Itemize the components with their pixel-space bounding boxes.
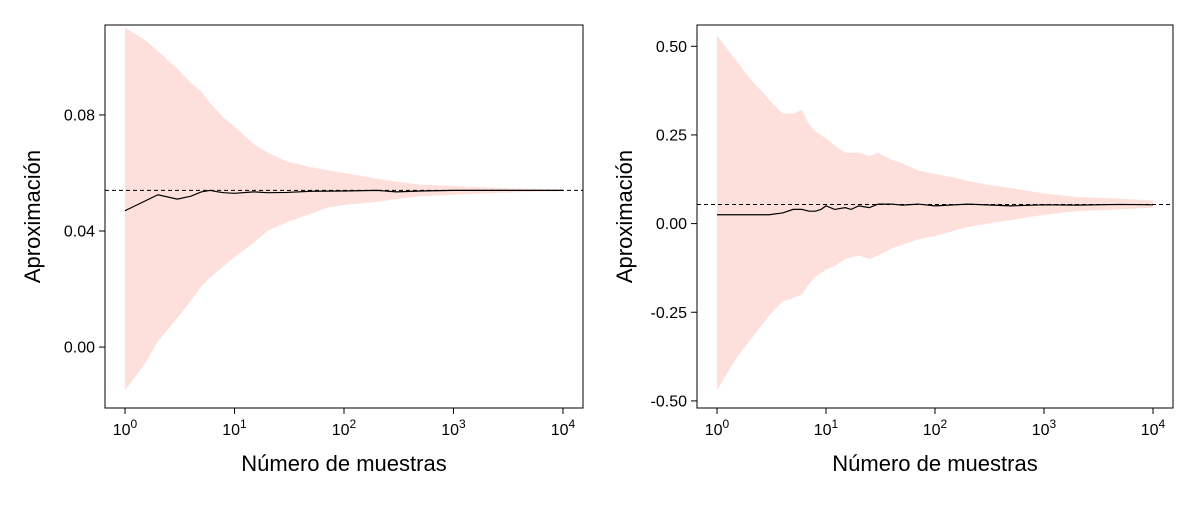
y-tick-label: 0.04 [64,224,95,241]
x-tick-label: 101 [222,417,247,439]
y-axis-title: Aproximación [20,150,45,283]
x-tick-label: 102 [923,417,948,439]
y-tick-label: 0.08 [64,107,95,124]
y-tick-label: 0.00 [656,216,687,233]
y-tick-label: 0.00 [64,340,95,357]
estimate-line [124,189,563,212]
x-axis-title: Número de muestras [241,451,446,476]
x-tick-label: 100 [113,417,138,439]
x-tick-label: 104 [1141,417,1166,439]
x-tick-label: 103 [441,417,466,439]
x-tick-label: 100 [705,417,730,439]
estimate-line [717,203,1154,216]
y-tick-label: 0.50 [656,39,687,56]
y-tick-label: -0.50 [651,393,688,410]
y-axis-title: Aproximación [612,150,637,283]
y-tick-label: 0.25 [656,127,687,144]
confidence-band [125,27,563,391]
chart-panel-2: 100 101 102 103 104 -0.50 -0.25 0.00 0.25 0.50 Núm… [612,24,1174,476]
chart-panel-1: 100 101 102 103 104 0.00 0.04 0.08 Número de mue… [20,24,584,476]
x-tick-label: 102 [332,417,357,439]
confidence-band [717,35,1153,391]
x-axis-title: Número de muestras [832,451,1037,476]
x-tick-label: 103 [1032,417,1057,439]
x-tick-label: 104 [551,417,576,439]
y-tick-label: -0.25 [651,305,688,322]
x-tick-label: 101 [814,417,839,439]
